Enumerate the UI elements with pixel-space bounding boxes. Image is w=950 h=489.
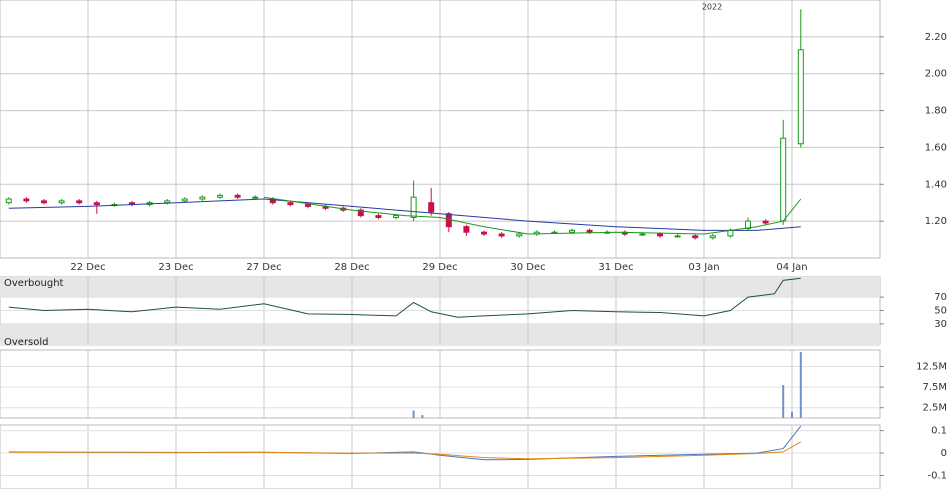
candle-body [727,229,734,237]
y-tick-label: -0.1 [927,471,947,482]
candle-body [58,200,65,204]
candle-body [252,196,259,199]
candle-body [375,215,382,218]
candle-body [516,233,523,237]
candle-body [657,233,663,237]
x-tick-label: 27 Dec [246,262,281,273]
candle-body [780,137,787,222]
band-label: Overbought [4,278,64,289]
candle-body [305,204,311,207]
y-tick-label: 50 [934,306,947,317]
candle-body [745,220,751,230]
x-tick-label: 03 Jan [688,262,719,273]
volume-bar [782,385,785,418]
x-tick-label: 28 Dec [334,262,369,273]
y-tick-label: 12.5M [916,361,947,372]
volume-bar [412,410,415,418]
candle-body [217,194,223,198]
candle-body [23,198,30,202]
candle-body [164,200,171,204]
x-tick-label: 31 Dec [598,262,633,273]
y-tick-label: 0 [941,448,947,459]
x-tick-label: 29 Dec [422,262,457,273]
candle-body [498,233,505,237]
candle-body [410,196,417,218]
candle-body [797,49,804,145]
y-tick-label: 70 [934,292,947,303]
candle-body [692,235,699,239]
candle-body [287,202,294,206]
candle-body [569,229,575,233]
candle-body [41,200,47,204]
candle-body [93,202,100,206]
candle-body [463,226,470,233]
candle-body [639,233,646,236]
candle-body [5,198,12,204]
y-tick-label: 0.1 [931,426,947,437]
moving-average [263,196,802,235]
candle-body [269,198,276,204]
candle-body [234,194,241,198]
candle-body [181,198,188,202]
y-tick-label: 2.20 [925,32,947,43]
y-tick-label: 2.5M [922,403,947,414]
candle-body [674,235,681,238]
x-tick-label: 22 Dec [70,262,105,273]
y-tick-label: 2.00 [925,69,947,80]
year-label: 2022 [702,3,722,12]
y-tick-label: 7.5M [922,382,947,393]
volume-bar [421,415,424,418]
y-tick-label: 1.40 [925,179,947,190]
candle-body [76,200,83,204]
y-tick-label: 1.20 [925,216,947,227]
candle-body [481,231,487,235]
x-tick-label: 23 Dec [158,262,193,273]
candle-body [709,235,716,239]
line [8,441,802,460]
y-tick-label: 1.80 [925,106,947,117]
candle-body [357,209,364,217]
y-tick-label: 1.60 [925,142,947,153]
candle-body [199,196,206,200]
band-label: Oversold [4,337,49,348]
candle-body [393,215,399,218]
moving-average [8,198,801,231]
candle-body [445,213,452,228]
x-tick-label: 30 Dec [510,262,545,273]
x-tick-label: 04 Jan [776,262,807,273]
candle-body [586,229,593,233]
line [8,277,801,318]
volume-bar [791,411,793,418]
y-tick-label: 30 [934,319,947,330]
volume-bar [799,352,802,418]
candle-body [762,220,769,224]
candle-body [428,202,435,213]
